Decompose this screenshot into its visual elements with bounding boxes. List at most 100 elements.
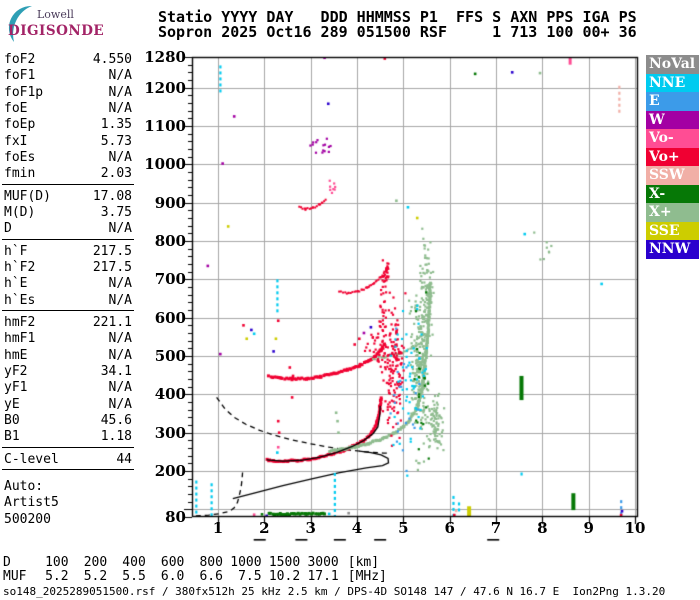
x-tick-label: 10 (624, 519, 646, 537)
legend-item-vo: Vo+ (646, 147, 699, 166)
d-value: 200 (83, 555, 108, 570)
ionogram-plot-canvas (150, 50, 650, 550)
digisonde-logo-arc (6, 4, 38, 46)
legend-item-nnw: NNW (646, 240, 699, 259)
param-row: C-level 44 (2, 452, 134, 468)
param-label: B0 (4, 412, 20, 428)
y-tick-label: 500 (154, 347, 186, 365)
muf-value: 17.1 (307, 569, 339, 584)
logo-lowell-text: Lowell (37, 8, 74, 21)
y-tick-label: 1280 (144, 48, 186, 66)
param-row: fxI 5.73 (2, 134, 134, 150)
param-value: N/A (108, 347, 132, 363)
y-tick-label: 800 (154, 232, 186, 250)
autoscaling-info-line: Artist5 (4, 495, 59, 511)
param-value: 221.1 (92, 314, 132, 330)
panel-separator (2, 184, 134, 186)
legend-item-vo: Vo- (646, 129, 699, 148)
d-value: 600 (160, 555, 185, 570)
param-value: N/A (108, 396, 132, 412)
d-value: 100 (45, 555, 69, 570)
muf-value: 6.6 (199, 569, 223, 584)
param-label: fxI (4, 133, 28, 149)
x-tick-label: 3 (305, 519, 316, 537)
param-label: h`Es (4, 292, 36, 308)
param-row: hmE N/A (2, 348, 134, 364)
muf-value: 10.2 (268, 569, 301, 584)
muf-value: 6.0 (160, 569, 185, 584)
x-tick-label: 8 (537, 519, 548, 537)
param-value: 34.1 (100, 363, 132, 379)
param-label: foEs (4, 149, 36, 165)
legend-item-noval: NoVal (646, 55, 699, 74)
y-tick-label: 300 (154, 423, 186, 442)
param-value: 2.03 (100, 166, 132, 182)
autoscaling-info-line: 500200 (4, 511, 51, 527)
y-tick-label: 600 (154, 308, 186, 327)
param-row: foE N/A (2, 101, 134, 117)
param-label: hmF2 (4, 314, 36, 330)
param-row: h`Es N/A (2, 293, 134, 309)
param-label: hmE (4, 347, 28, 363)
param-row: B0 45.6 (2, 413, 134, 429)
d-row-unit: [km] (347, 555, 380, 570)
param-value: 217.5 (92, 259, 132, 275)
d-value: 800 (199, 555, 223, 570)
param-row: foF1 N/A (2, 68, 134, 84)
param-label: foF1 (4, 68, 36, 84)
y-tick-label: 1000 (144, 155, 186, 174)
param-value: 4.550 (92, 52, 132, 67)
x-tick-label: 9 (583, 519, 594, 537)
muf-value: 5.2 (83, 569, 108, 584)
panel-separator (2, 239, 134, 241)
param-value: N/A (108, 68, 132, 84)
param-row: fmin 2.03 (2, 166, 134, 182)
param-row: yF2 34.1 (2, 364, 134, 380)
param-row: hmF2 221.1 (2, 315, 134, 331)
param-row: hmF1 N/A (2, 331, 134, 347)
panel-separator (2, 447, 134, 449)
param-label: C-level (4, 451, 59, 467)
x-tick-label: 5 (398, 519, 409, 537)
param-row: B1 1.18 (2, 429, 134, 445)
param-value: N/A (108, 100, 132, 116)
param-row: MUF(D) 17.08 (2, 189, 134, 205)
param-value: N/A (108, 292, 132, 308)
legend-item-nne: NNE (646, 73, 699, 92)
autoscaling-info-line: Auto: (4, 478, 44, 494)
panel-separator (2, 469, 134, 471)
param-row: h`F 217.5 (2, 244, 134, 260)
param-row: yF1 N/A (2, 380, 134, 396)
y-tick-label: 1100 (144, 117, 186, 135)
legend-item-x: X- (646, 184, 699, 203)
param-label: h`F (4, 243, 28, 259)
param-value: N/A (108, 276, 132, 292)
param-value: N/A (108, 331, 132, 347)
param-value: N/A (108, 149, 132, 165)
param-label: fmin (4, 166, 36, 182)
legend-item-ssw: SSW (646, 166, 699, 185)
y-tick-label: 200 (154, 462, 186, 480)
muf-row: MUF 5.2 5.2 5.5 6.0 6.6 7.5 10.2 17.1 [MHz] (3, 570, 387, 584)
x-tick-label: 4 (351, 519, 363, 537)
d-row-label: D (3, 555, 11, 570)
y-tick-label: 1200 (144, 78, 186, 97)
param-value: 3.75 (100, 204, 132, 220)
y-tick-label: 700 (154, 270, 186, 289)
param-value: 17.08 (92, 188, 132, 204)
param-label: foE (4, 100, 28, 116)
param-row: foEs N/A (2, 150, 134, 166)
logo-digisonde-text: DIGISONDE (8, 23, 105, 39)
param-label: MUF(D) (4, 188, 51, 204)
header-line-fields: Statio YYYY DAY DDD HHMMSS P1 FFS S AXN … (158, 8, 637, 26)
param-value: N/A (108, 84, 132, 100)
y-tick-label: 400 (154, 385, 186, 404)
param-value: 1.35 (100, 117, 132, 133)
legend-item-e: E (646, 92, 699, 111)
muf-value: 5.2 (45, 569, 69, 584)
param-label: foF2 (4, 52, 36, 67)
param-label: h`E (4, 276, 28, 292)
d-value: 400 (122, 555, 146, 570)
x-tick-label: 1 (212, 519, 224, 537)
